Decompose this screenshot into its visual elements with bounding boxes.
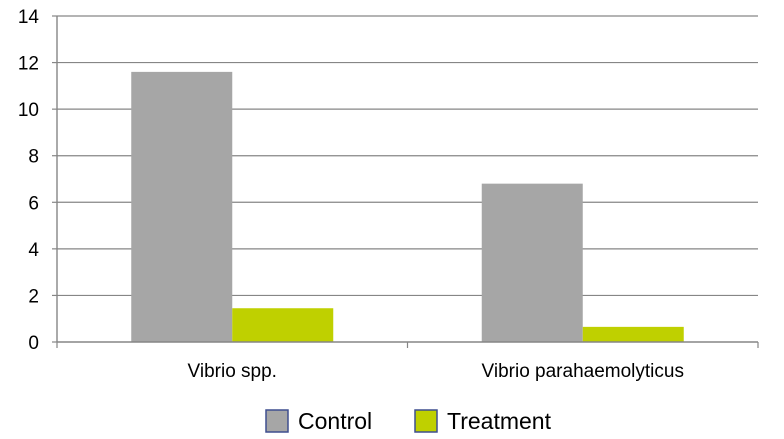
bars [131, 71, 684, 342]
legend-label-treatment: Treatment [447, 408, 552, 434]
y-axis-ticks: 0 2 4 6 8 10 12 14 [18, 7, 57, 354]
legend-swatch-control [265, 409, 289, 433]
y-tick-label: 8 [28, 147, 39, 168]
bar-treatment-2 [582, 326, 684, 342]
y-tick-label: 6 [28, 193, 39, 214]
y-tick-label: 2 [28, 286, 39, 307]
bar-control-2 [481, 183, 583, 342]
bar-treatment-1 [232, 308, 334, 342]
x-category-label: Vibrio spp. [188, 361, 277, 382]
legend-label-control: Control [298, 408, 372, 434]
legend-swatch-treatment [414, 409, 438, 433]
y-tick-label: 10 [18, 100, 39, 121]
x-axis-labels: Vibrio spp. Vibrio parahaemolyticus [188, 361, 684, 382]
x-category-label: Vibrio parahaemolyticus [482, 361, 684, 382]
y-tick-label: 12 [18, 54, 39, 75]
bar-control-1 [131, 71, 233, 342]
axes [56, 16, 759, 348]
y-tick-label: 14 [18, 7, 40, 28]
y-tick-label: 4 [28, 240, 39, 261]
legend: Control Treatment [265, 408, 552, 434]
y-tick-label: 0 [28, 333, 39, 354]
